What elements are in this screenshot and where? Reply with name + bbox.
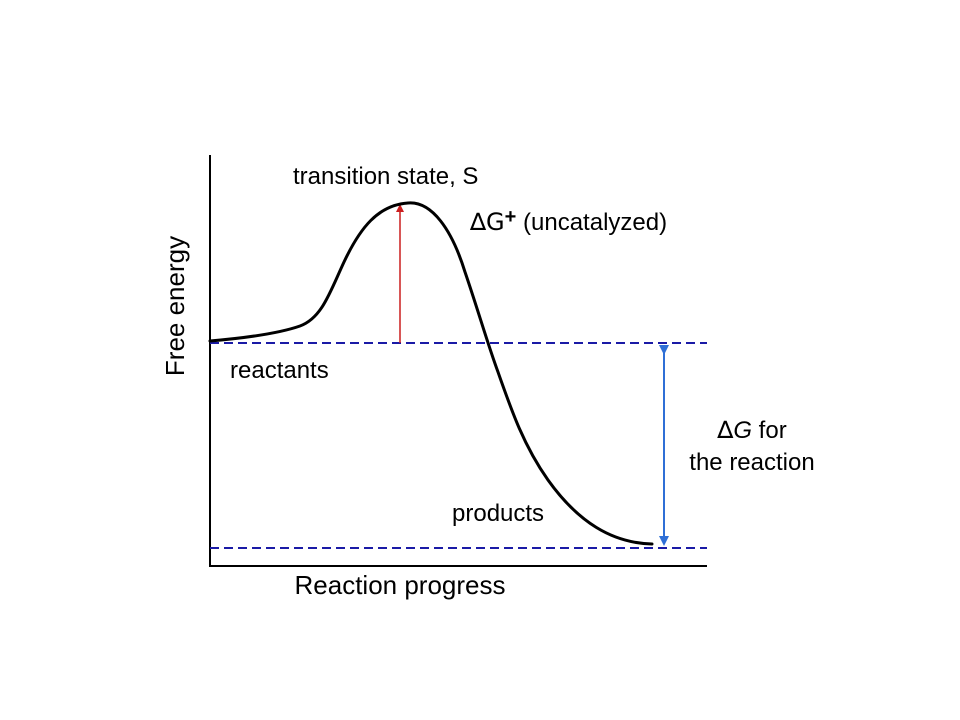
activation-plus: + [505,206,517,228]
reactants-label: reactants [230,357,329,384]
delta-g-label-line2: the reaction [689,449,814,476]
transition-state-label: transition state, S [293,163,478,190]
x-axis-label: Reaction progress [295,570,506,600]
delta-g-label-line1: ∆G for [716,416,786,444]
activation-uncatalyzed: (uncatalyzed) [516,209,667,236]
products-label: products [452,500,544,527]
y-axis-label: Free energy [160,236,190,376]
delta-g-for: for [752,417,787,444]
delta-g-delta: ∆ [716,416,734,444]
activation-energy-label: ∆G+ (uncatalyzed) [469,206,667,236]
reaction-energy-curve [208,201,654,546]
delta-g-g: G [733,417,752,444]
activation-delta-g: ∆G [469,208,505,236]
